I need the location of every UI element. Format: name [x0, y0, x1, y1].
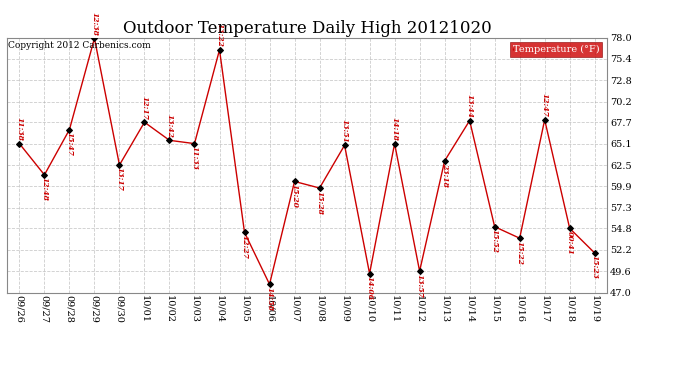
- Point: [89, 35, 100, 41]
- Text: 14:18: 14:18: [391, 117, 399, 141]
- Text: 13:17: 13:17: [115, 168, 124, 191]
- Text: 13:22: 13:22: [215, 24, 224, 47]
- Text: 15:23: 15:23: [591, 255, 599, 279]
- Point: [514, 235, 525, 241]
- Text: 15:28: 15:28: [315, 190, 324, 214]
- Text: 00:41: 00:41: [566, 231, 573, 255]
- Point: [489, 224, 500, 230]
- Text: 13:44: 13:44: [466, 94, 473, 118]
- Text: 12:17: 12:17: [141, 96, 148, 120]
- Point: [264, 281, 275, 287]
- Text: 15:52: 15:52: [491, 229, 499, 253]
- Text: 11:33: 11:33: [190, 146, 199, 170]
- Text: 15:22: 15:22: [515, 241, 524, 264]
- Text: 23:18: 23:18: [441, 164, 449, 187]
- Text: 15:47: 15:47: [66, 132, 73, 156]
- Point: [14, 141, 25, 147]
- Text: 12:47: 12:47: [541, 93, 549, 117]
- Point: [314, 185, 325, 191]
- Point: [189, 141, 200, 147]
- Point: [139, 119, 150, 125]
- Text: Copyright 2012 Carbenics.com: Copyright 2012 Carbenics.com: [8, 41, 151, 50]
- Point: [439, 158, 450, 164]
- Point: [239, 230, 250, 236]
- Text: 12:38: 12:38: [90, 12, 99, 36]
- Text: 12:27: 12:27: [241, 235, 248, 259]
- Point: [364, 271, 375, 277]
- Text: 13:57: 13:57: [415, 274, 424, 297]
- Point: [389, 141, 400, 147]
- Point: [114, 162, 125, 168]
- Legend: Temperature (°F): Temperature (°F): [510, 42, 602, 57]
- Text: 11:38: 11:38: [15, 117, 23, 141]
- Point: [589, 250, 600, 256]
- Point: [414, 268, 425, 274]
- Text: 13:51: 13:51: [341, 119, 348, 143]
- Text: 12:48: 12:48: [41, 177, 48, 201]
- Text: 15:20: 15:20: [290, 184, 299, 208]
- Point: [289, 178, 300, 184]
- Point: [214, 47, 225, 53]
- Text: 14:58: 14:58: [266, 287, 273, 310]
- Point: [464, 118, 475, 124]
- Point: [39, 172, 50, 178]
- Point: [164, 137, 175, 143]
- Point: [564, 225, 575, 231]
- Title: Outdoor Temperature Daily High 20121020: Outdoor Temperature Daily High 20121020: [123, 20, 491, 38]
- Text: 14:06: 14:06: [366, 276, 373, 300]
- Text: 13:42: 13:42: [166, 114, 173, 138]
- Point: [64, 127, 75, 133]
- Point: [539, 117, 550, 123]
- Point: [339, 142, 350, 148]
